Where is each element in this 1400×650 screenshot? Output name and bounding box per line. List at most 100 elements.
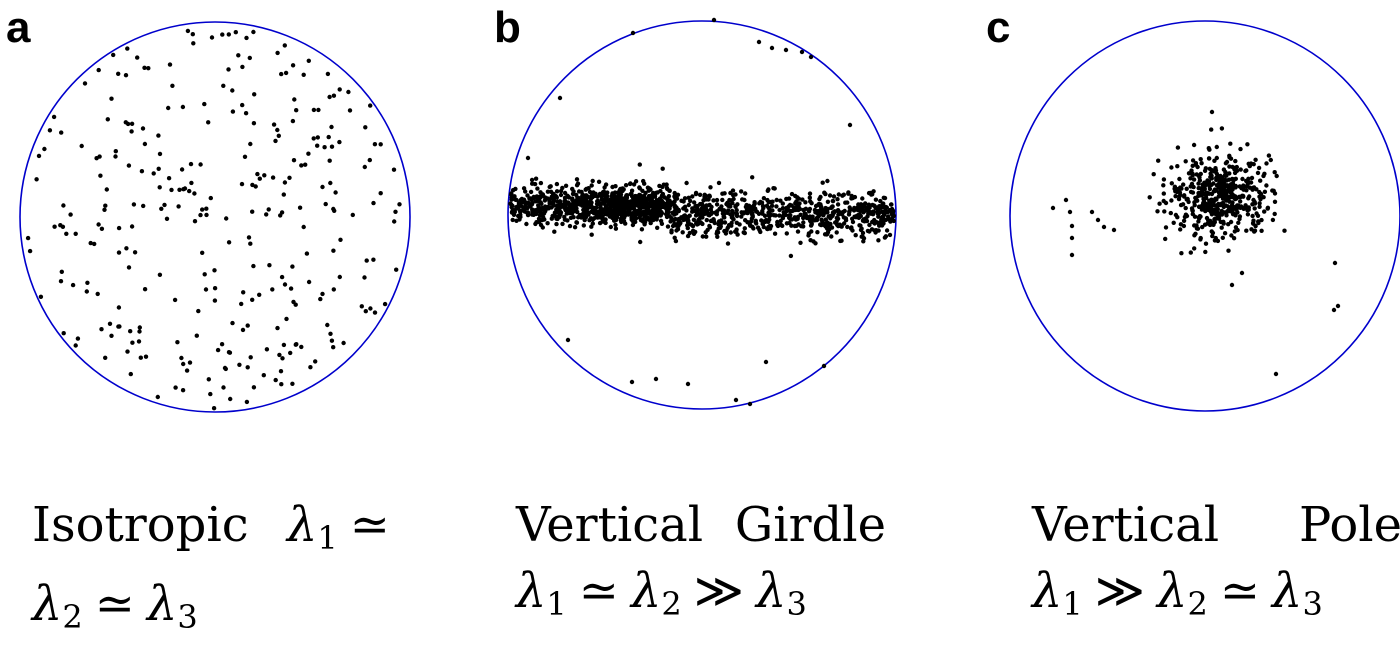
data-point — [628, 192, 633, 197]
data-point — [514, 218, 519, 223]
data-point — [831, 194, 837, 199]
data-point — [1230, 212, 1236, 217]
data-point — [843, 218, 849, 223]
data-point — [1209, 198, 1214, 203]
caption-isotropic: Isotropic λ1 ≃ λ2 ≃ λ3 — [32, 492, 402, 650]
data-point — [141, 203, 146, 209]
data-point — [565, 218, 570, 223]
data-point — [594, 201, 600, 207]
data-point — [292, 97, 297, 102]
data-point — [870, 202, 875, 208]
data-point — [198, 162, 203, 167]
data-point — [686, 202, 691, 208]
data-point — [653, 202, 659, 207]
data-point — [538, 180, 544, 186]
data-point — [224, 216, 229, 221]
data-point — [795, 229, 801, 234]
data-point — [836, 192, 841, 197]
data-point — [603, 198, 608, 204]
data-point — [113, 154, 118, 159]
data-point — [1199, 190, 1205, 195]
data-point — [230, 109, 236, 114]
data-point — [202, 272, 207, 277]
data-point — [693, 190, 699, 196]
data-point — [860, 196, 865, 201]
data-point — [817, 196, 822, 202]
data-point — [157, 151, 163, 157]
data-point — [846, 191, 851, 196]
data-point — [788, 253, 794, 259]
data-point — [827, 193, 833, 198]
data-point — [25, 235, 31, 241]
data-point — [221, 83, 226, 89]
data-point — [290, 381, 295, 386]
data-point — [1210, 203, 1215, 208]
data-point — [1209, 229, 1214, 234]
data-point — [731, 217, 736, 222]
data-point — [166, 176, 172, 181]
caption-pole: Vertical Pole λ1 ≫ λ2 ≃ λ3 — [1032, 492, 1400, 637]
data-point — [236, 53, 241, 58]
data-point — [239, 301, 244, 307]
data-point — [588, 200, 593, 206]
data-point — [107, 321, 113, 326]
data-point — [257, 292, 262, 297]
stereonet-circle — [19, 21, 411, 413]
data-point — [1332, 260, 1338, 266]
data-point — [109, 96, 114, 101]
data-point — [601, 207, 606, 212]
data-point — [619, 216, 624, 221]
data-point — [1206, 218, 1211, 223]
data-point — [823, 217, 828, 222]
data-point — [1192, 233, 1197, 238]
data-point — [1237, 216, 1242, 222]
data-point — [1249, 175, 1255, 181]
data-point — [645, 207, 651, 212]
data-point — [1238, 146, 1243, 152]
data-point — [1178, 202, 1184, 208]
data-point — [662, 195, 667, 200]
data-point — [685, 381, 691, 387]
data-point — [281, 342, 287, 348]
data-point — [825, 210, 830, 215]
data-point — [554, 221, 559, 227]
data-point — [713, 210, 718, 215]
data-point — [362, 275, 367, 280]
data-point — [378, 191, 383, 196]
data-point — [313, 359, 318, 364]
data-point — [777, 213, 782, 218]
data-point — [301, 72, 306, 78]
data-point — [1089, 209, 1095, 215]
data-point — [649, 193, 654, 199]
data-point — [1210, 233, 1215, 239]
data-point — [657, 183, 662, 189]
data-point — [845, 224, 850, 230]
data-point — [739, 189, 744, 194]
data-point — [628, 199, 633, 204]
data-point — [825, 178, 830, 184]
data-point — [251, 121, 257, 126]
data-point — [860, 230, 866, 236]
data-point — [208, 391, 213, 397]
data-point — [700, 221, 705, 227]
data-point — [1335, 303, 1341, 309]
data-point — [1252, 199, 1257, 205]
data-point — [1252, 206, 1257, 211]
data-point — [527, 204, 532, 209]
data-point — [744, 209, 749, 214]
data-point — [129, 121, 135, 127]
data-point — [700, 234, 705, 239]
data-point — [250, 182, 255, 188]
data-point — [630, 222, 636, 228]
data-point — [769, 203, 775, 208]
data-point — [1183, 159, 1188, 164]
data-point — [613, 208, 619, 214]
data-point — [1219, 225, 1224, 230]
data-point — [1230, 187, 1235, 192]
data-point — [590, 190, 596, 196]
data-point — [1168, 210, 1173, 216]
data-point — [1220, 200, 1226, 206]
data-point — [230, 88, 235, 93]
data-point — [830, 198, 835, 204]
data-point — [1233, 183, 1238, 189]
